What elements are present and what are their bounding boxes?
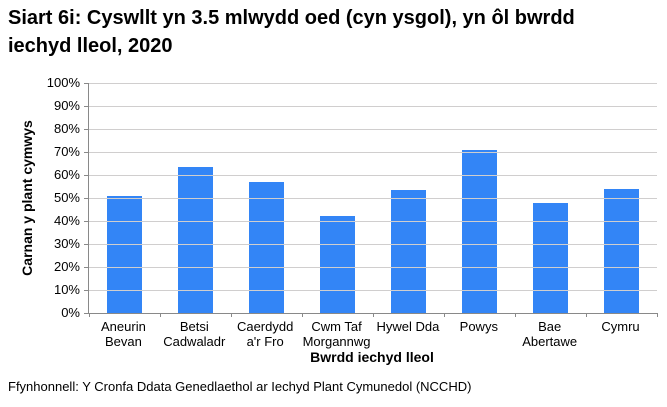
y-tick <box>84 244 89 245</box>
x-tick-label: Aneurin Bevan <box>101 319 146 349</box>
x-tick <box>302 313 303 317</box>
y-tick <box>84 313 89 314</box>
bar-Aneurin Bevan <box>106 195 143 313</box>
x-tick-label: Cymru <box>601 319 640 334</box>
x-tick <box>231 313 232 317</box>
y-tick-label: 0% <box>61 305 80 320</box>
y-tick-label: 60% <box>53 167 80 182</box>
bar-Powys <box>461 149 498 313</box>
bar-slot <box>444 83 515 313</box>
y-tick <box>84 175 89 176</box>
bar-slot <box>373 83 444 313</box>
x-tick-label: Powys <box>459 319 498 334</box>
x-tick <box>657 313 658 317</box>
bar-Hywel Dda <box>390 189 427 313</box>
bar-Cymru <box>603 188 640 313</box>
x-tick <box>89 313 90 317</box>
y-tick <box>84 152 89 153</box>
x-tick-label: Bae Abertawe <box>522 319 578 349</box>
gridline <box>89 106 657 107</box>
gridline <box>89 267 657 268</box>
bar-slot <box>89 83 160 313</box>
y-tick-label: 50% <box>53 190 80 205</box>
y-tick <box>84 129 89 130</box>
bar-slot <box>231 83 302 313</box>
y-tick <box>84 221 89 222</box>
y-tick <box>84 290 89 291</box>
source-note: Ffynhonnell: Y Cronfa Ddata Genedlaethol… <box>8 379 472 394</box>
gridline <box>89 83 657 84</box>
y-tick <box>84 267 89 268</box>
y-tick-label: 10% <box>53 282 80 297</box>
y-tick <box>84 198 89 199</box>
x-tick <box>160 313 161 317</box>
bar-Cwm Taf Morgannwg <box>319 216 356 313</box>
x-tick-label: Betsi Cadwaladr <box>163 319 226 349</box>
gridline <box>89 221 657 222</box>
gridline <box>89 244 657 245</box>
bars <box>89 83 657 313</box>
x-tick <box>586 313 587 317</box>
y-tick-label: 30% <box>53 236 80 251</box>
bar-slot <box>586 83 657 313</box>
x-axis-title: Bwrdd iechyd lleol <box>310 349 434 365</box>
bar-Betsi Cadwaladr <box>177 166 214 313</box>
y-tick-label: 20% <box>53 259 80 274</box>
bar-Bae Abertawe <box>532 202 569 313</box>
y-tick-label: 100% <box>46 75 80 90</box>
plot-area: 0% 10% 20% 30% 40% 50% 60% 70% 80% 90% 100% <box>47 75 658 320</box>
bar-slot <box>160 83 231 313</box>
bar-Caerdydd a'r Fro <box>248 181 285 313</box>
y-tick <box>84 106 89 107</box>
gridline <box>89 175 657 176</box>
gridline <box>89 198 657 199</box>
x-tick <box>444 313 445 317</box>
y-tick-label: 40% <box>53 213 80 228</box>
gridline <box>89 152 657 153</box>
chart-title: Siart 6i: Cyswllt yn 3.5 mlwydd oed (cyn… <box>8 7 575 57</box>
x-tick-label: Hywel Dda <box>376 319 440 334</box>
x-tick-label: Cwm Taf Morgannwg <box>302 319 371 349</box>
gridline <box>89 129 657 130</box>
x-axis-labels: Aneurin Bevan Betsi Cadwaladr Caerdydd a'r… <box>88 319 656 349</box>
y-tick-label: 80% <box>53 121 80 136</box>
gridline <box>89 290 657 291</box>
y-tick-label: 90% <box>53 98 80 113</box>
x-tick-label: Caerdydd a'r Fro <box>236 319 294 349</box>
y-tick-label: 70% <box>53 144 80 159</box>
x-tick <box>373 313 374 317</box>
y-tick <box>84 83 89 84</box>
x-tick <box>515 313 516 317</box>
bar-slot <box>302 83 373 313</box>
